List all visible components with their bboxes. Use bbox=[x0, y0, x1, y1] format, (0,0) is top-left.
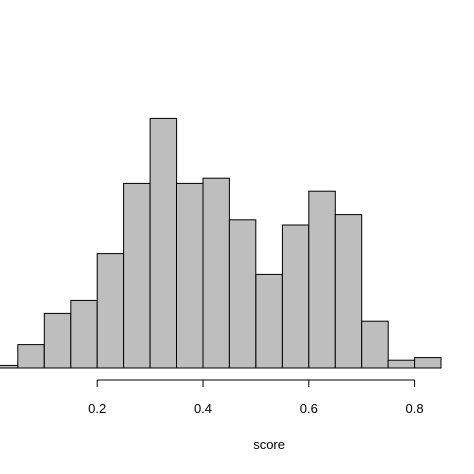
histogram-bar bbox=[70, 299, 98, 369]
histogram-bar bbox=[255, 273, 283, 369]
x-tick-label: 0.4 bbox=[194, 401, 212, 416]
x-axis-title: score bbox=[253, 437, 285, 452]
histogram-bar bbox=[281, 224, 310, 369]
histogram-bar bbox=[43, 312, 72, 369]
histogram-bar bbox=[149, 117, 178, 369]
histogram-bar bbox=[334, 214, 363, 369]
histogram-bar bbox=[414, 357, 442, 369]
histogram-bar bbox=[96, 253, 125, 369]
histogram-bar bbox=[387, 359, 416, 369]
x-tick-label: 0.8 bbox=[406, 401, 424, 416]
histogram-bar bbox=[202, 177, 230, 369]
histogram-bar bbox=[308, 190, 336, 369]
histogram-bar bbox=[361, 320, 389, 369]
x-tick-label: 0.6 bbox=[300, 401, 318, 416]
x-axis-ticks: 0.2 0.4 0.6 0.8 bbox=[88, 380, 424, 416]
histogram-bar bbox=[228, 219, 257, 369]
histogram-bar bbox=[176, 182, 204, 369]
histogram-bar bbox=[123, 182, 151, 369]
x-tick-label: 0.2 bbox=[88, 401, 106, 416]
histogram-bars bbox=[0, 117, 442, 369]
histogram-bar bbox=[0, 364, 19, 369]
histogram-bar bbox=[17, 344, 45, 369]
